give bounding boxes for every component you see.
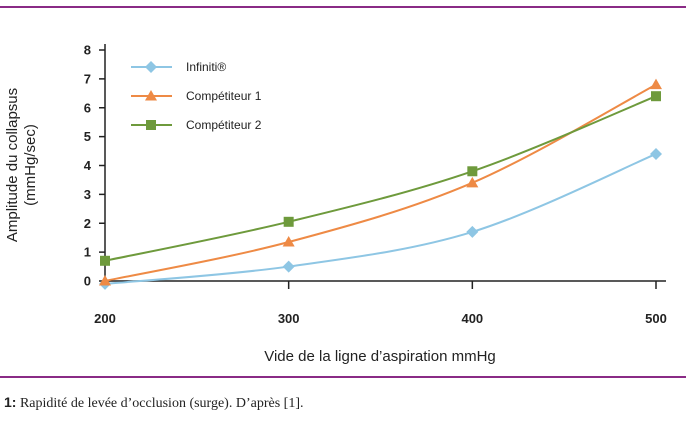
y-tick-label: 6 xyxy=(84,100,91,115)
line-chart: Amplitude du collapsus (mmHg/sec) 0 1 2 3 4 5 6… xyxy=(4,43,667,366)
data-point xyxy=(282,260,295,273)
x-axis-title: Vide de la ligne d’aspiration mmHg xyxy=(264,348,496,365)
x-tick-label: 300 xyxy=(278,311,300,326)
series-line xyxy=(104,153,657,285)
x-tick-label: 500 xyxy=(645,311,667,326)
top-rule xyxy=(0,6,686,8)
legend-marker xyxy=(145,61,157,73)
x-tick-label: 400 xyxy=(461,311,483,326)
y-tick-label: 5 xyxy=(84,129,91,144)
y-tick-label: 0 xyxy=(84,274,91,289)
data-point xyxy=(466,176,479,188)
data-point xyxy=(283,216,294,227)
legend: Infiniti® Compétiteur 1 Compétiteur 2 xyxy=(131,60,262,132)
data-point xyxy=(651,91,661,102)
y-axis-title: Amplitude du collapsus (mmHg/sec) xyxy=(4,88,39,242)
data-point xyxy=(99,275,111,286)
y-tick-label: 8 xyxy=(84,43,91,58)
caption-number: 1: xyxy=(4,394,17,410)
legend-item: Compétiteur 1 xyxy=(131,89,262,103)
legend-label: Compétiteur 1 xyxy=(186,89,262,103)
legend-item: Infiniti® xyxy=(131,60,226,74)
y-axis-title-line: (mmHg/sec) xyxy=(22,124,39,206)
y-tick-label: 2 xyxy=(84,216,91,231)
y-axis-title-line: Amplitude du collapsus xyxy=(4,88,21,242)
legend-marker xyxy=(146,120,156,130)
figure-caption: 1: Rapidité de levée d’occlusion (surge)… xyxy=(4,394,303,412)
y-tick-label: 1 xyxy=(84,245,91,260)
data-point xyxy=(466,225,479,238)
y-tick-label: 4 xyxy=(84,158,92,173)
data-point xyxy=(100,255,110,266)
legend-item: Compétiteur 2 xyxy=(131,118,262,132)
series-layer xyxy=(99,78,662,290)
caption-text: Rapidité de levée d’occlusion (surge). D… xyxy=(16,396,304,411)
y-axis-ticks: 0 1 2 3 4 5 6 7 8 xyxy=(84,43,105,289)
series-3 xyxy=(100,91,661,266)
x-tick-label: 200 xyxy=(94,311,116,326)
series-line xyxy=(104,83,657,282)
data-point xyxy=(650,78,662,90)
series-line xyxy=(104,95,657,262)
y-tick-label: 7 xyxy=(84,71,91,86)
y-tick-label: 3 xyxy=(84,187,91,202)
legend-label: Compétiteur 2 xyxy=(186,118,262,132)
data-point xyxy=(467,166,478,177)
x-axis-ticks: 200 300 400 500 xyxy=(94,281,667,326)
data-point xyxy=(650,147,662,160)
bottom-rule xyxy=(0,376,686,378)
series-1 xyxy=(99,147,662,290)
legend-label: Infiniti® xyxy=(186,60,226,74)
series-2 xyxy=(99,78,662,286)
legend-marker xyxy=(145,90,157,101)
data-point xyxy=(282,236,295,247)
